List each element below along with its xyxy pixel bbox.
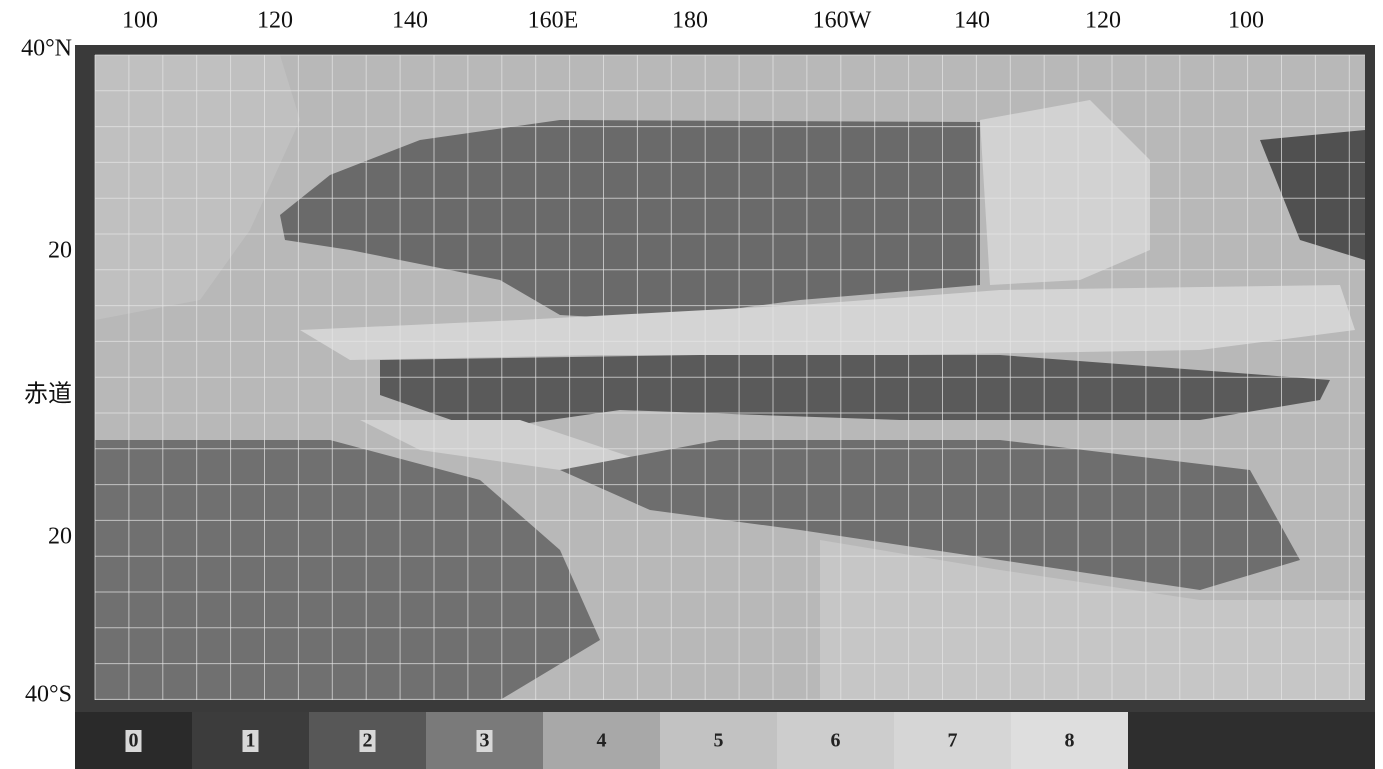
legend-label: 3 (480, 730, 490, 752)
longitude-label: 180 (672, 8, 708, 34)
latitude-label: 40°S (25, 682, 72, 708)
longitude-label: 140 (954, 8, 990, 34)
map-figure: 100120140160E180160W14012010040°N20赤道204… (0, 0, 1383, 769)
legend-label: 4 (597, 730, 607, 752)
legend-label: 1 (246, 730, 256, 752)
legend-label: 2 (363, 730, 373, 752)
longitude-label: 100 (122, 8, 158, 34)
legend-label: 8 (1065, 730, 1075, 752)
legend-label: 7 (948, 730, 958, 752)
longitude-label: 140 (392, 8, 428, 34)
legend-label: 6 (831, 730, 841, 752)
legend-label: 5 (714, 730, 724, 752)
longitude-label: 120 (257, 8, 293, 34)
legend: 0 1 2 3 4 5 6 7 8 (75, 712, 1128, 769)
latitude-label: 20 (48, 524, 72, 550)
longitude-label: 120 (1085, 8, 1121, 34)
legend-label: 0 (129, 730, 139, 752)
map: 100120140160E180160W14012010040°N20赤道204… (0, 0, 1383, 769)
latitude-label: 40°N (21, 36, 72, 62)
longitude-label: 160W (813, 8, 872, 34)
latitude-label: 20 (48, 238, 72, 264)
legend-end (1128, 712, 1375, 769)
longitude-label: 160E (528, 8, 579, 34)
latitude-label: 赤道 (24, 381, 72, 408)
longitude-label: 100 (1228, 8, 1264, 34)
